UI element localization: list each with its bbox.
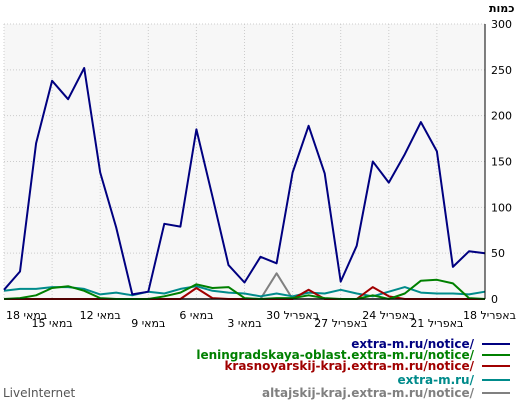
x-tick-label: 30 באפריל bbox=[266, 309, 319, 322]
legend-label: krasnoyarskij-kraj.extra-m.ru/notice/ bbox=[224, 359, 474, 373]
series-line bbox=[3, 67, 486, 296]
legend-label: extra-m.ru/notice/ bbox=[351, 337, 474, 351]
x-tick-label: 24 באפריל bbox=[362, 309, 415, 322]
legend-label: extra-m.ru/ bbox=[397, 373, 474, 387]
x-tick-label: 18 במאי bbox=[6, 309, 47, 322]
legend-item-extra-m: extra-m.ru/ bbox=[397, 373, 510, 387]
legend-swatch bbox=[482, 354, 510, 356]
legend-swatch bbox=[482, 343, 510, 345]
y-tick-label: 300 bbox=[491, 18, 512, 31]
legend-swatch bbox=[482, 392, 510, 394]
x-tick-label: 18 באפריל bbox=[463, 309, 516, 322]
y-tick-label: 150 bbox=[491, 156, 512, 169]
legend-label: altajskij-kraj.extra-m.ru/notice/ bbox=[262, 386, 474, 400]
y-tick-label: 200 bbox=[491, 110, 512, 123]
y-tick-label: 0 bbox=[491, 293, 498, 306]
legend-item-extra-m-notice: extra-m.ru/notice/ bbox=[351, 337, 510, 351]
x-tick-label: 15 במאי bbox=[32, 317, 73, 330]
y-tick-label: 250 bbox=[491, 64, 512, 77]
x-tick-label: 9 במאי bbox=[131, 317, 165, 330]
x-tick-label: 12 במאי bbox=[80, 309, 121, 322]
legend-item-leningradskaya: leningradskaya-oblast.extra-m.ru/notice/ bbox=[196, 348, 510, 362]
series-line bbox=[3, 278, 486, 300]
brand-label: LiveInternet bbox=[3, 386, 76, 400]
legend-swatch bbox=[482, 365, 510, 367]
x-tick-label: 27 באפריל bbox=[314, 317, 367, 330]
legend-label: leningradskaya-oblast.extra-m.ru/notice/ bbox=[196, 348, 474, 362]
legend-item-krasnoyarskij: krasnoyarskij-kraj.extra-m.ru/notice/ bbox=[224, 359, 510, 373]
x-tick-label: 21 באפריל bbox=[410, 317, 463, 330]
legend-item-altajskij: altajskij-kraj.extra-m.ru/notice/ bbox=[262, 386, 510, 400]
y-axis-label: כמות bbox=[489, 2, 514, 15]
y-tick-label: 50 bbox=[491, 247, 505, 260]
legend-swatch bbox=[482, 379, 510, 381]
x-tick-label: 6 במאי bbox=[179, 309, 213, 322]
x-tick-label: 3 במאי bbox=[227, 317, 261, 330]
y-tick-label: 100 bbox=[491, 201, 512, 214]
series-line bbox=[3, 285, 486, 298]
